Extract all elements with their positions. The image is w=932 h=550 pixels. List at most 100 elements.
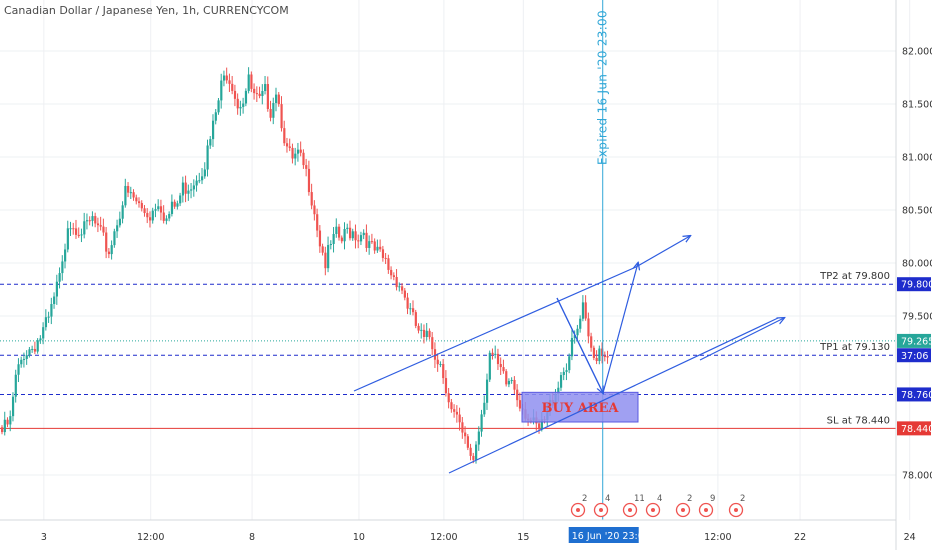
candle xyxy=(143,205,146,217)
candle-body xyxy=(570,338,574,357)
candle-body xyxy=(261,91,264,97)
candle xyxy=(359,231,363,246)
candle-body xyxy=(598,348,601,362)
candle xyxy=(20,356,23,368)
candle-body xyxy=(332,233,335,245)
candle-body xyxy=(499,364,502,368)
candle-body xyxy=(203,169,206,177)
candle-body xyxy=(1,427,4,433)
candle-body xyxy=(510,379,513,381)
level-line: SL at 78.440 xyxy=(0,415,896,429)
candle xyxy=(88,216,91,226)
grid xyxy=(0,0,911,520)
candle-body xyxy=(277,94,280,105)
candle-body xyxy=(66,228,69,250)
candle xyxy=(280,96,283,132)
candle xyxy=(296,142,300,162)
candle xyxy=(324,246,327,276)
candle xyxy=(11,392,15,422)
x-tick-label: 3 xyxy=(41,532,47,543)
candle xyxy=(496,348,500,370)
candle-body xyxy=(296,149,300,154)
candle xyxy=(14,369,17,403)
candle xyxy=(422,324,426,344)
candle xyxy=(77,227,80,238)
candle-body xyxy=(211,120,215,140)
candle-body xyxy=(94,216,97,224)
candle-body xyxy=(354,231,357,241)
price-axis: 79.80079.13078.76078.44079.26537:0682.00… xyxy=(895,0,932,550)
candle xyxy=(42,322,45,345)
candle xyxy=(33,341,37,355)
candle-body xyxy=(422,329,426,337)
candle-body xyxy=(496,353,500,365)
candle-body xyxy=(475,444,478,460)
candle-body xyxy=(127,185,130,193)
projection-arrow xyxy=(582,351,603,393)
candle-body xyxy=(242,103,245,107)
candle-body xyxy=(250,74,253,89)
candle xyxy=(376,239,379,253)
candle-body xyxy=(351,231,354,239)
candle xyxy=(25,350,28,365)
candle-body xyxy=(151,210,154,221)
candle-body xyxy=(447,393,450,403)
candle xyxy=(173,199,176,209)
candle-body xyxy=(472,455,475,460)
event-count: 9 xyxy=(710,494,715,504)
candle xyxy=(603,351,606,362)
x-tick-label: 22 xyxy=(794,532,806,543)
candle-body xyxy=(143,208,146,214)
candle xyxy=(264,75,267,95)
candle xyxy=(242,97,245,114)
candle-body xyxy=(11,396,15,417)
candle xyxy=(72,222,75,235)
channel-line xyxy=(448,317,779,474)
candle xyxy=(266,76,269,112)
candle-body xyxy=(222,75,226,81)
candle xyxy=(28,347,31,358)
candle-body xyxy=(516,389,519,401)
candle-body xyxy=(390,269,393,276)
candle-body xyxy=(214,112,217,121)
candle-body xyxy=(365,232,368,248)
candle-body xyxy=(96,223,100,226)
candle-body xyxy=(192,185,195,190)
candle-body xyxy=(168,213,171,219)
candle-body xyxy=(173,201,176,207)
candle-body xyxy=(121,205,124,219)
candle-body xyxy=(91,216,94,221)
candle xyxy=(211,114,215,147)
candle-body xyxy=(565,370,568,372)
candle xyxy=(316,208,319,238)
candle-body xyxy=(132,192,135,198)
candle-body xyxy=(33,348,37,352)
candle-body xyxy=(557,387,560,395)
candle-body xyxy=(44,317,48,328)
countdown-badge xyxy=(897,348,931,362)
x-tick-label: 12:00 xyxy=(137,532,164,543)
level-badge-text: 78.760 xyxy=(901,390,932,401)
event-count: 4 xyxy=(657,494,662,504)
candle-body xyxy=(559,375,563,388)
candle xyxy=(113,228,116,248)
candle xyxy=(127,182,130,198)
event-count: 4 xyxy=(605,494,610,504)
candle xyxy=(39,335,42,344)
candle xyxy=(598,345,601,365)
candle-body xyxy=(442,364,445,379)
candle xyxy=(222,70,226,87)
candle xyxy=(494,345,497,359)
candle xyxy=(420,323,423,339)
candle-body xyxy=(329,244,332,246)
last-price-text: 79.265 xyxy=(901,336,932,347)
candle-body xyxy=(170,201,174,214)
candle xyxy=(307,160,311,196)
candle xyxy=(357,234,360,249)
candle xyxy=(425,323,428,341)
candle xyxy=(335,218,338,238)
candle-body xyxy=(154,209,157,211)
candle xyxy=(338,223,341,241)
projection-arrow xyxy=(635,236,690,268)
